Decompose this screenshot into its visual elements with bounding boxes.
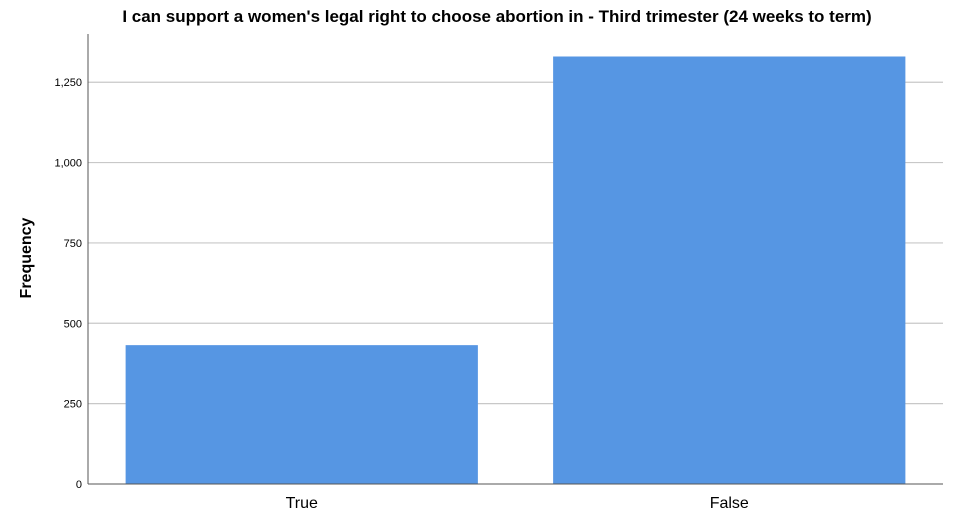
- y-tick-label: 750: [64, 238, 82, 250]
- x-tick-labels: True False: [286, 495, 749, 512]
- y-tick-label: 1,000: [54, 158, 82, 170]
- bar-false: [553, 56, 906, 484]
- y-tick-labels: 0 250 500 750 1,000 1,250: [54, 77, 82, 491]
- bar-true: [125, 345, 478, 484]
- x-tick-label: True: [286, 495, 318, 512]
- bars: [125, 56, 906, 484]
- y-tick-label: 1,250: [54, 77, 82, 89]
- axes: [87, 34, 943, 485]
- x-tick-label: False: [710, 495, 749, 512]
- y-tick-label: 500: [64, 318, 82, 330]
- chart-title: I can support a women's legal right to c…: [122, 7, 871, 26]
- y-tick-label: 0: [76, 479, 82, 491]
- y-tick-label: 250: [64, 399, 82, 411]
- y-axis-label: Frequency: [18, 217, 35, 298]
